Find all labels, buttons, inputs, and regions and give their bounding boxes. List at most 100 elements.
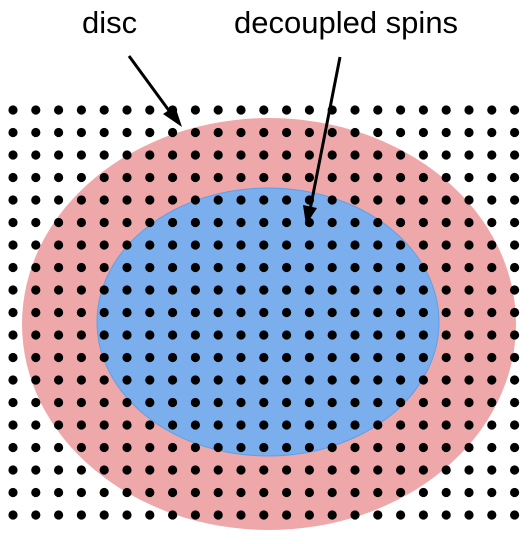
spin-dot bbox=[487, 172, 497, 183]
spin-dot bbox=[8, 487, 18, 498]
spin-dot bbox=[441, 307, 451, 318]
spin-dot bbox=[190, 217, 200, 228]
spin-dot bbox=[304, 240, 314, 250]
spin-dot bbox=[54, 262, 64, 273]
spin-dot bbox=[282, 330, 292, 340]
spin-dot bbox=[76, 240, 86, 250]
spin-dot bbox=[145, 285, 155, 295]
spin-dot bbox=[259, 397, 269, 408]
spin-dot bbox=[31, 330, 41, 340]
spin-dot bbox=[487, 262, 497, 273]
spin-dot bbox=[487, 442, 497, 453]
spin-dot bbox=[31, 150, 41, 160]
spin-dot bbox=[418, 105, 428, 115]
spin-dot bbox=[350, 262, 360, 273]
spin-dot bbox=[190, 240, 200, 250]
spin-dot bbox=[99, 172, 109, 183]
spin-dot bbox=[373, 352, 383, 363]
spin-dot bbox=[122, 510, 132, 520]
spin-dot bbox=[487, 510, 497, 520]
spin-dot bbox=[418, 487, 428, 498]
spin-dot bbox=[54, 375, 64, 385]
spin-dot bbox=[418, 375, 428, 385]
spin-dot bbox=[441, 240, 451, 250]
decoupled-spins-arrow bbox=[303, 56, 342, 225]
spin-dot bbox=[8, 352, 18, 363]
spin-dot bbox=[396, 262, 406, 273]
spin-dot bbox=[304, 510, 314, 520]
spin-dot bbox=[327, 487, 337, 498]
spin-dot bbox=[487, 420, 497, 430]
spin-dot bbox=[213, 307, 223, 318]
spin-dot bbox=[99, 420, 109, 430]
spin-dot bbox=[259, 465, 269, 475]
spin-dot bbox=[509, 420, 520, 430]
spin-dot bbox=[145, 487, 155, 498]
spin-dot bbox=[168, 172, 178, 183]
spin-dot bbox=[282, 217, 292, 228]
spin-dot bbox=[282, 127, 292, 138]
spin-dot bbox=[236, 217, 246, 228]
spin-dot bbox=[418, 150, 428, 160]
spin-dot bbox=[99, 240, 109, 250]
spin-dot bbox=[464, 150, 474, 160]
spin-dot bbox=[99, 352, 109, 363]
spin-dot bbox=[487, 127, 497, 138]
spin-dot bbox=[31, 240, 41, 250]
spin-dot bbox=[441, 487, 451, 498]
spin-dot bbox=[509, 330, 520, 340]
spin-dot bbox=[122, 172, 132, 183]
spin-dot bbox=[54, 127, 64, 138]
spin-dot bbox=[441, 217, 451, 228]
spin-dot bbox=[54, 240, 64, 250]
spin-dot bbox=[464, 487, 474, 498]
spin-dot bbox=[99, 442, 109, 453]
spin-dot bbox=[418, 420, 428, 430]
spin-dot bbox=[8, 442, 18, 453]
spin-dot bbox=[487, 465, 497, 475]
spin-dot bbox=[509, 307, 520, 318]
spin-dot bbox=[350, 397, 360, 408]
spin-dot bbox=[168, 442, 178, 453]
spin-dot bbox=[350, 285, 360, 295]
spin-dot bbox=[145, 330, 155, 340]
spin-dot bbox=[282, 487, 292, 498]
spin-dot bbox=[99, 127, 109, 138]
spin-dot bbox=[259, 442, 269, 453]
spin-dot bbox=[122, 442, 132, 453]
spin-dot bbox=[213, 262, 223, 273]
spin-dot bbox=[464, 352, 474, 363]
spin-dot bbox=[327, 375, 337, 385]
spin-dot bbox=[213, 465, 223, 475]
spin-dot bbox=[168, 240, 178, 250]
spin-dot bbox=[31, 285, 41, 295]
spin-dot bbox=[122, 105, 132, 115]
spin-dot bbox=[396, 465, 406, 475]
spin-dot bbox=[509, 510, 520, 520]
spin-dot bbox=[145, 150, 155, 160]
spin-dot bbox=[327, 240, 337, 250]
spin-dot bbox=[99, 487, 109, 498]
spin-dot bbox=[396, 420, 406, 430]
spin-dot bbox=[304, 330, 314, 340]
spin-dot bbox=[282, 172, 292, 183]
spin-dot bbox=[282, 150, 292, 160]
spin-dot bbox=[350, 487, 360, 498]
spin-dot bbox=[190, 172, 200, 183]
spin-dot bbox=[282, 262, 292, 273]
spin-dot bbox=[76, 420, 86, 430]
spin-dot bbox=[396, 442, 406, 453]
spin-dot bbox=[259, 307, 269, 318]
spin-dot bbox=[327, 285, 337, 295]
spin-dot bbox=[304, 105, 314, 115]
spin-dot bbox=[145, 307, 155, 318]
spin-dot bbox=[99, 195, 109, 205]
spin-dot bbox=[76, 172, 86, 183]
spin-dot bbox=[441, 127, 451, 138]
spin-dot bbox=[145, 397, 155, 408]
spin-dot bbox=[509, 262, 520, 273]
spin-dot bbox=[441, 375, 451, 385]
spin-dot bbox=[122, 420, 132, 430]
spin-dot bbox=[236, 172, 246, 183]
spin-dot bbox=[8, 420, 18, 430]
